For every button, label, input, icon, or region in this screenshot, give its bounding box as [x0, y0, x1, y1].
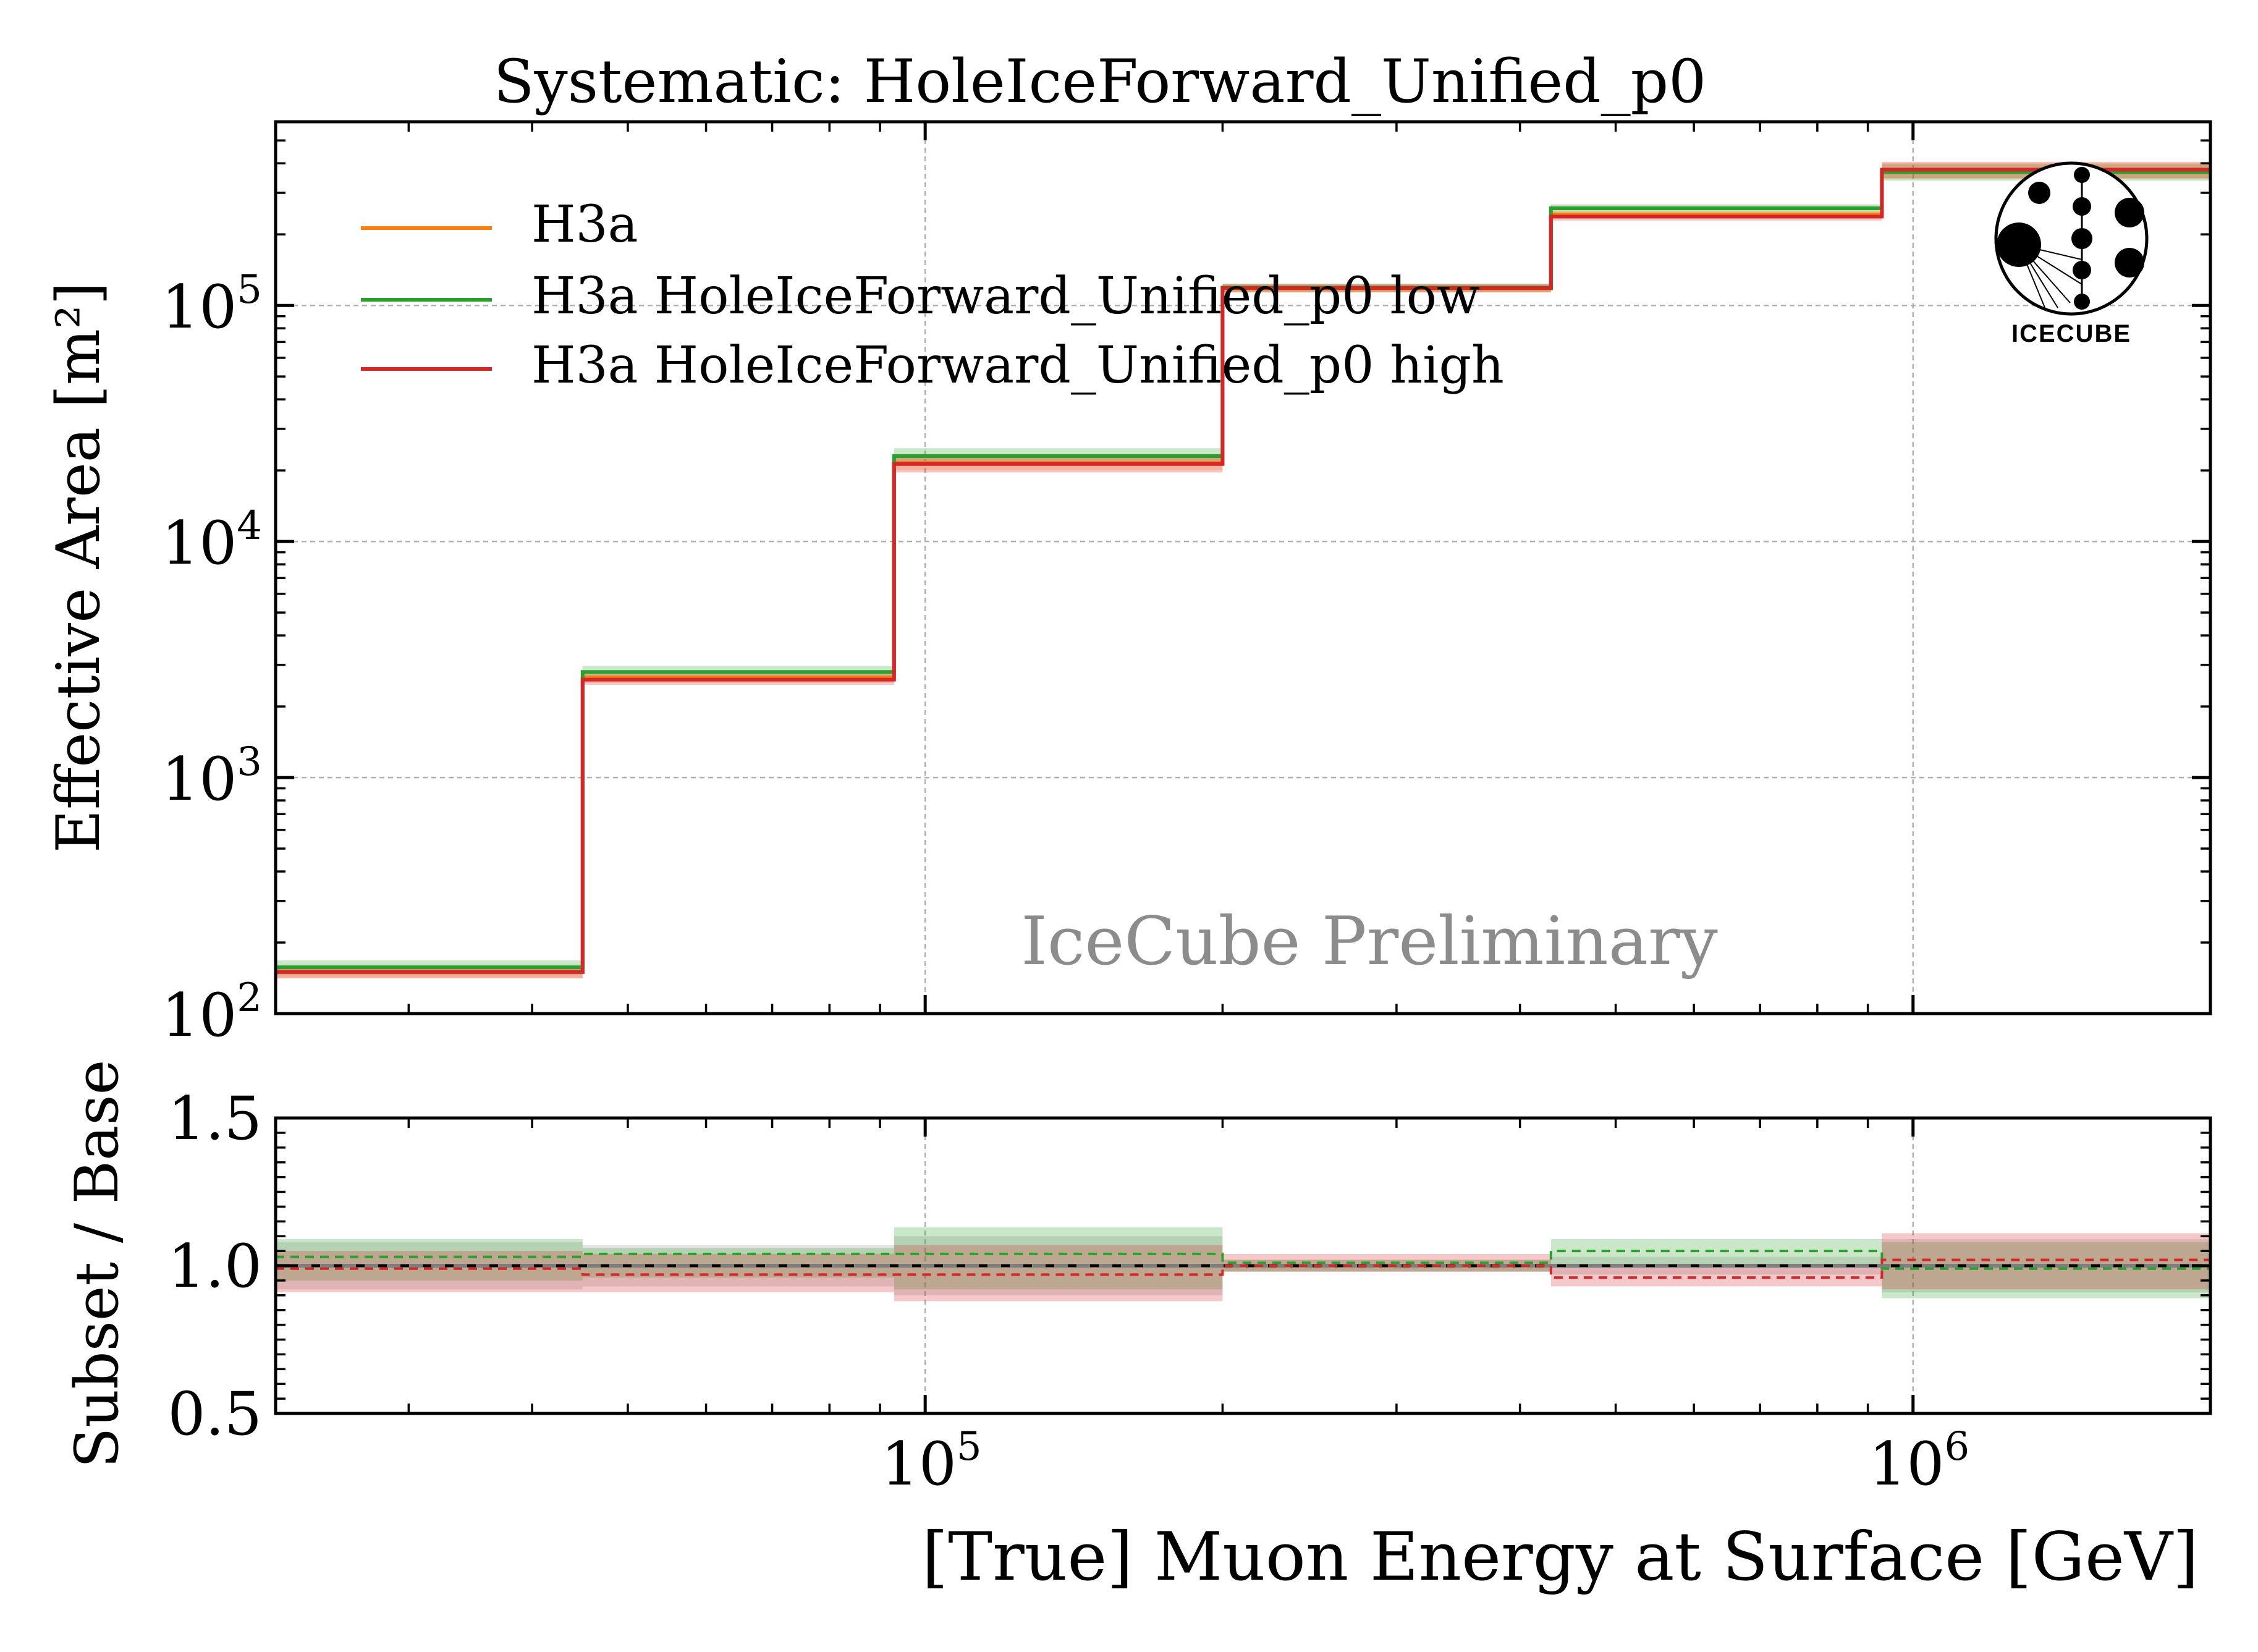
x-axis-label: [True] Muon Energy at Surface [GeV]	[922, 1519, 2199, 1596]
top-y-tick-label-3: 105	[161, 267, 262, 342]
bottom-ratio-line-s1	[276, 1250, 2210, 1270]
bottom-band-s1-b2	[894, 1227, 1223, 1290]
bottom-band-s1-b0	[276, 1239, 583, 1281]
legend: H3a H3a HoleIceForward_Unified_p0 low H3…	[361, 195, 1504, 395]
bottom-y-axis-label: Subset / Base	[62, 1060, 132, 1468]
bottom-band-s2-b4	[1550, 1266, 1882, 1287]
top-y-tick-label-2: 104	[161, 503, 262, 578]
icecube-logo: ICECUBE	[1994, 161, 2149, 347]
bottom-band-s2-b1	[582, 1253, 894, 1293]
bottom-band-s2-b5	[1882, 1233, 2210, 1290]
bottom-x-tick-label-0: 105	[881, 1424, 982, 1499]
bottom-lines	[276, 1250, 2210, 1279]
bottom-y-tick-labels: 0.5 1.0 1.5	[167, 1084, 262, 1449]
bottom-y-tick-label-1: 1.0	[167, 1232, 262, 1301]
top-y-axis-label: Effective Area [m²]	[44, 282, 113, 853]
top-plot-frame	[274, 120, 2212, 1015]
legend-label-low: H3a HoleIceForward_Unified_p0 low	[531, 267, 1480, 326]
bottom-plot-frame	[274, 1116, 2212, 1415]
top-step-line-s2	[276, 167, 2210, 974]
top-y-tick-labels: 102 103 104 105	[161, 267, 262, 1050]
top-y-tick-label-0: 102	[161, 975, 262, 1050]
bottom-band-s1-b4	[1550, 1239, 1882, 1266]
top-panel: 102 103 104 105 Systematic: HoleIceForward_…	[44, 47, 2212, 1050]
bottom-ratio-line-s2	[276, 1258, 2210, 1279]
legend-label-high: H3a HoleIceForward_Unified_p0 high	[531, 336, 1504, 395]
legend-label-h3a: H3a	[531, 195, 638, 254]
bottom-panel: 0.5 1.0 1.5 105 106 Subset / Base [True] Mu…	[62, 1060, 2212, 1596]
top-y-tick-label-1: 103	[161, 739, 262, 814]
preliminary-annotation: IceCube Preliminary	[1021, 903, 1717, 980]
top-title: Systematic: HoleIceForward_Unified_p0	[494, 47, 1706, 116]
bottom-x-tick-label-1: 106	[1869, 1424, 1969, 1499]
bottom-x-tick-labels: 105 106	[881, 1424, 1969, 1499]
bottom-y-tick-label-2: 1.5	[167, 1084, 262, 1153]
top-lines	[276, 167, 2210, 974]
icecube-logo-text: ICECUBE	[2011, 320, 2131, 347]
top-ticks	[276, 122, 2210, 1015]
bottom-band-s1-b5	[1882, 1242, 2210, 1298]
bottom-y-tick-label-0: 0.5	[167, 1379, 262, 1449]
